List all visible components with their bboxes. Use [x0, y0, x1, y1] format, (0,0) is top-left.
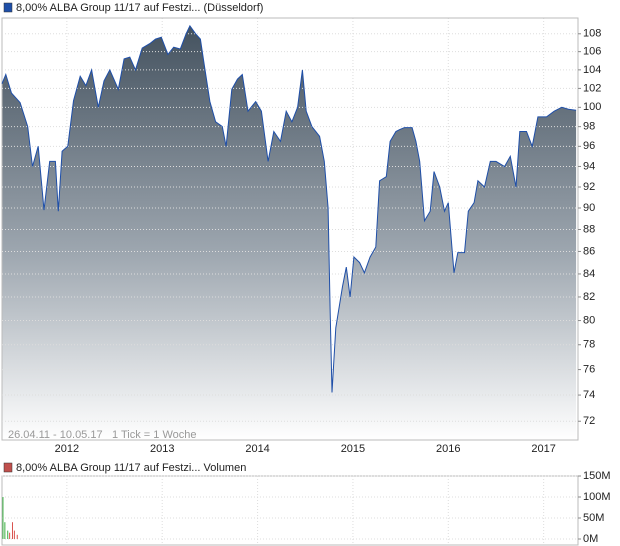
legend-price: 8,00% ALBA Group 11/17 auf Festzi... (Dü… [16, 2, 263, 14]
y-tick-label: 82 [583, 291, 595, 303]
y-tick-label: 98 [583, 121, 595, 133]
y-tick-label: 50M [583, 512, 604, 524]
legend-volume: 8,00% ALBA Group 11/17 auf Festzi... Vol… [16, 462, 246, 474]
price-line [1, 24, 577, 393]
y-tick-label: 104 [583, 64, 601, 76]
volume-bar [9, 532, 11, 539]
y-tick-label: 102 [583, 82, 601, 94]
volume-bar [2, 497, 4, 539]
x-tick-label: 2014 [245, 443, 269, 455]
y-tick-label: 96 [583, 140, 595, 152]
volume-bar [11, 522, 13, 539]
volume-bar [13, 530, 15, 539]
x-tick-label: 2012 [55, 443, 79, 455]
y-tick-label: 108 [583, 28, 601, 40]
y-tick-label: 100M [583, 491, 611, 503]
x-tick-label: 2013 [150, 443, 174, 455]
x-tick-label: 2015 [341, 443, 365, 455]
y-tick-label: 0M [583, 533, 598, 545]
volume-bar [7, 530, 9, 539]
legend-swatch [3, 2, 13, 13]
y-tick-label: 86 [583, 245, 595, 257]
y-tick-label: 74 [583, 389, 595, 401]
legend-swatch [3, 462, 13, 473]
y-tick-label: 78 [583, 339, 595, 351]
y-tick-label: 100 [583, 101, 601, 113]
volume-panel [1, 475, 579, 546]
x-tick-label: 2017 [531, 443, 555, 455]
y-tick-label: 94 [583, 160, 595, 172]
volume-bar [4, 522, 6, 539]
date-range: 26.04.11 - 10.05.17 [8, 429, 103, 441]
y-tick-label: 88 [583, 223, 595, 235]
y-tick-label: 106 [583, 46, 601, 58]
volume-bar [16, 534, 18, 539]
y-tick-label: 76 [583, 363, 595, 375]
price-area [2, 25, 577, 441]
y-tick-label: 80 [583, 314, 595, 326]
x-tick-label: 2016 [436, 443, 460, 455]
y-tick-label: 90 [583, 202, 595, 214]
y-tick-label: 92 [583, 181, 595, 193]
y-tick-label: 84 [583, 268, 595, 280]
tick-note: 1 Tick = 1 Woche [112, 429, 196, 441]
y-tick-label: 72 [583, 415, 595, 427]
y-tick-label: 150M [583, 470, 611, 482]
